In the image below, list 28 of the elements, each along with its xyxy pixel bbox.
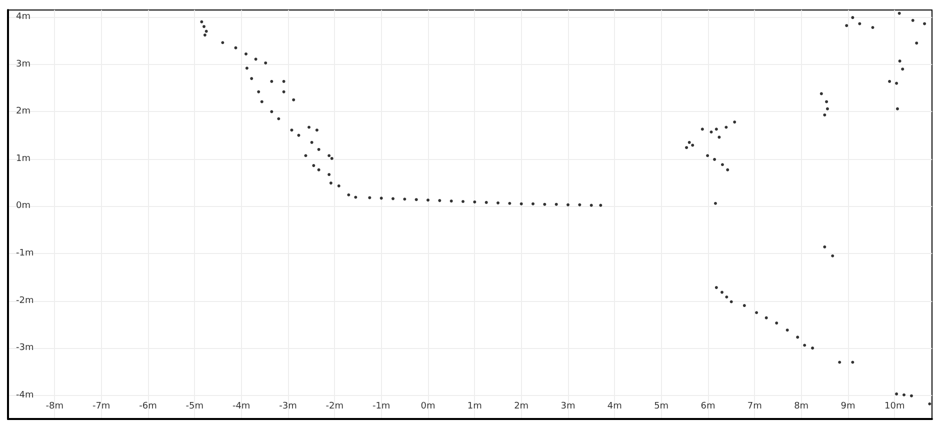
x-tick-label: 3m xyxy=(560,402,576,412)
y-tick-label: -3m xyxy=(16,343,34,354)
y-tick-label: 0m xyxy=(16,201,30,212)
y-tick-label: 3m xyxy=(16,59,30,70)
y-tick-label: -2m xyxy=(16,296,34,306)
x-tick-label: -8m xyxy=(46,402,64,412)
x-tick-label: 6m xyxy=(700,402,716,412)
x-tick-label: -6m xyxy=(139,402,157,412)
x-tick-label: 5m xyxy=(654,402,669,412)
x-tick-label: 2m xyxy=(514,402,529,412)
y-tick-label: 4m xyxy=(16,12,30,22)
x-tick-label: -2m xyxy=(326,402,344,412)
x-tick-label: 4m xyxy=(607,402,622,412)
x-tick-label: 10m xyxy=(884,402,905,412)
x-tick-label: -1m xyxy=(372,402,390,412)
x-tick-label: -3m xyxy=(279,402,297,412)
x-tick-label: 9m xyxy=(840,402,856,412)
x-tick-label: -4m xyxy=(232,402,250,412)
y-tick-label: -1m xyxy=(16,248,34,259)
x-tick-label: -7m xyxy=(92,402,110,412)
y-tick-label: -4m xyxy=(16,390,34,400)
y-tick-label: 2m xyxy=(16,106,30,117)
x-tick-label: -5m xyxy=(186,402,204,412)
x-tick-label: 8m xyxy=(794,402,809,412)
x-tick-label: 7m xyxy=(747,402,762,412)
y-tick-label: 1m xyxy=(16,154,30,164)
x-tick-label: 0m xyxy=(420,402,436,412)
x-tick-label: 1m xyxy=(467,402,482,412)
